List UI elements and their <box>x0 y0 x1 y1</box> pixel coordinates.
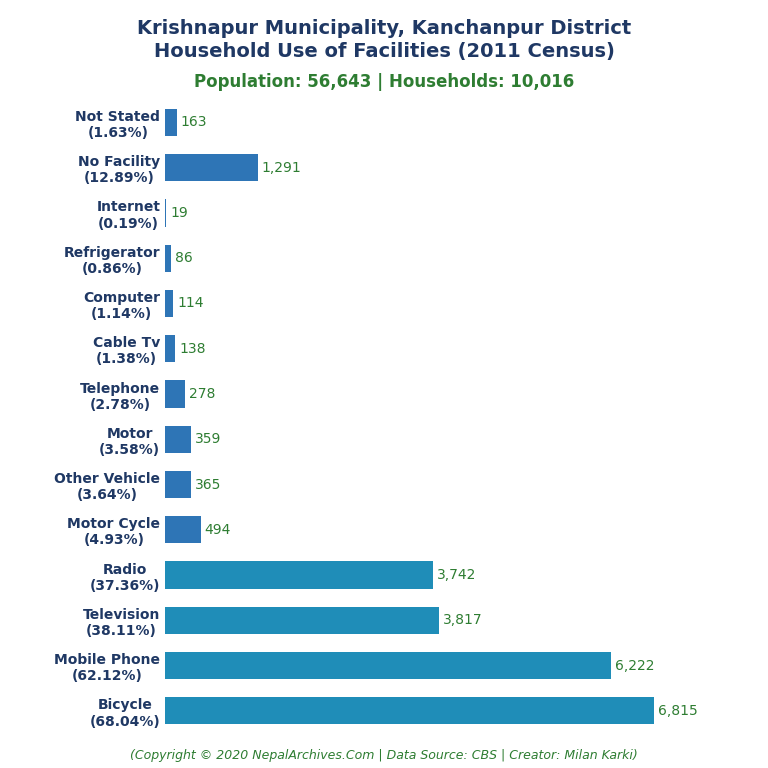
Text: 163: 163 <box>180 115 207 130</box>
Text: Population: 56,643 | Households: 10,016: Population: 56,643 | Households: 10,016 <box>194 73 574 91</box>
Bar <box>165 245 171 272</box>
Bar <box>165 290 174 317</box>
Bar <box>165 652 611 679</box>
Text: 138: 138 <box>179 342 206 356</box>
Bar <box>165 561 433 588</box>
Text: Krishnapur Municipality, Kanchanpur District: Krishnapur Municipality, Kanchanpur Dist… <box>137 19 631 38</box>
Text: 278: 278 <box>189 387 215 401</box>
Text: 365: 365 <box>195 478 222 492</box>
Text: 114: 114 <box>177 296 204 310</box>
Text: 3,817: 3,817 <box>442 614 482 627</box>
Text: 1,291: 1,291 <box>262 161 301 175</box>
Text: 3,742: 3,742 <box>437 568 477 582</box>
Text: 494: 494 <box>204 523 231 537</box>
Bar <box>165 697 654 724</box>
Bar <box>165 471 191 498</box>
Text: 6,222: 6,222 <box>615 658 654 673</box>
Text: (Copyright © 2020 NepalArchives.Com | Data Source: CBS | Creator: Milan Karki): (Copyright © 2020 NepalArchives.Com | Da… <box>130 749 638 762</box>
Bar <box>165 335 175 362</box>
Bar <box>165 200 167 227</box>
Bar <box>165 607 439 634</box>
Bar <box>165 516 200 544</box>
Bar <box>165 109 177 136</box>
Text: 359: 359 <box>195 432 221 446</box>
Bar <box>165 425 191 453</box>
Text: Household Use of Facilities (2011 Census): Household Use of Facilities (2011 Census… <box>154 42 614 61</box>
Text: 6,815: 6,815 <box>657 703 697 718</box>
Bar <box>165 154 257 181</box>
Bar <box>165 380 185 408</box>
Text: 86: 86 <box>175 251 193 265</box>
Text: 19: 19 <box>170 206 188 220</box>
